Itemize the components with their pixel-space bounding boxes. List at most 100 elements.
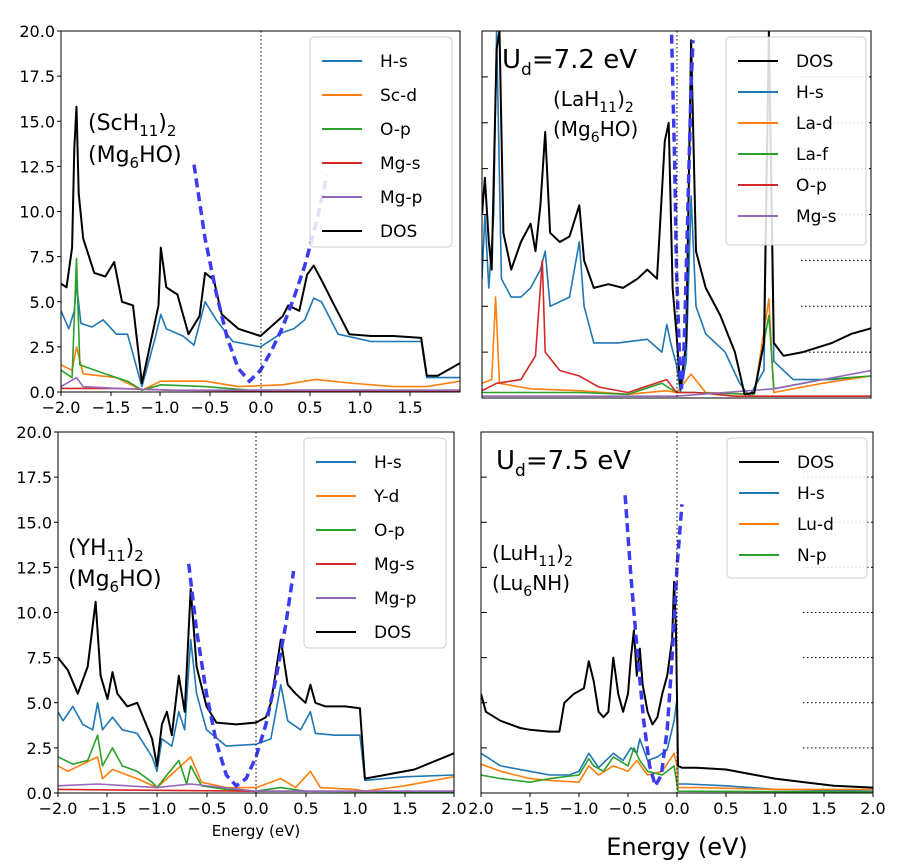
xtick-label: 1.5	[397, 398, 422, 417]
legend-entry: H-s	[374, 453, 402, 473]
legend-entry: N-p	[797, 546, 827, 566]
legend-y: H-s Y-d O-p Mg-s Mg-p DOS	[303, 437, 447, 649]
xlabel-lu: Energy (eV)	[606, 833, 748, 861]
legend-entry: H-s	[796, 83, 824, 103]
ytick-label: 20.0	[16, 423, 52, 442]
legend-entry: DOS	[374, 623, 411, 643]
parabolic-fit-y	[186, 563, 296, 789]
legend-box	[725, 36, 867, 246]
xticks-sc: −2.0 −1.5 −1.0 −0.5 0.0 0.5 1.0 1.5	[42, 392, 423, 417]
series-dos-lu	[481, 580, 873, 789]
parabolic-fit-la	[669, 34, 695, 389]
xtick-label: −1.0	[141, 398, 180, 417]
xtick-label: 1.5	[392, 799, 417, 818]
xlabel-y: Energy (eV)	[212, 822, 300, 840]
legend-entry: O-p	[796, 176, 827, 196]
legend-entry: DOS	[797, 453, 834, 473]
panel-sc: 0.0 2.5 5.0 7.5 10.0 12.5 15.0 17.5 20.0 −2.0 −1.…	[19, 22, 461, 417]
xtick-label: 0.0	[243, 799, 268, 818]
ytick-label: 7.5	[30, 248, 55, 267]
ytick-label: 2.5	[30, 338, 55, 357]
ytick-label: 0.0	[27, 784, 52, 803]
series-h-s-sc	[61, 282, 460, 388]
legend-sc: H-s Sc-d O-p Mg-s Mg-p DOS	[309, 36, 453, 248]
series-dos-la	[482, 31, 871, 396]
ytick-label: 5.0	[30, 293, 55, 312]
ytick-label: 20.0	[19, 22, 55, 41]
yticks-sc: 0.0 2.5 5.0 7.5 10.0 12.5 15.0 17.5 20.0	[19, 22, 61, 402]
xtick-label: −0.5	[609, 799, 648, 818]
legend-box	[309, 36, 453, 248]
xtick-label: 0.5	[293, 799, 318, 818]
series-o-p-la	[482, 259, 871, 398]
plot-area-lu	[481, 495, 873, 793]
xtick-label: 0.5	[297, 398, 322, 417]
xtick-label: −0.5	[188, 799, 227, 818]
panel-lu: 2.0 −1.5 −1.0 −0.5 0.0 0.5 1.0 1.5 2.0 Energy (e…	[468, 431, 886, 861]
plot-area-sc	[61, 105, 460, 392]
ygrid-lu	[481, 476, 873, 749]
ytick-label: 0.0	[30, 383, 55, 402]
label-host-la: (Mg6HO)	[553, 117, 638, 146]
panel-y: 0.0 2.5 5.0 7.5 10.0 12.5 15.0 17.5 20.0 −2.0 −1.…	[16, 423, 466, 840]
panel-la: Ud=7.2 eV (LaH11)2 (Mg6HO) DOS H-s La-d La-…	[481, 30, 872, 399]
ygrid-la	[482, 76, 871, 353]
ytick-label: 17.5	[16, 468, 52, 487]
series-mg-p-y	[58, 783, 454, 793]
xtick-label: −1.5	[511, 799, 550, 818]
legend-entry: La-f	[796, 145, 829, 165]
legend-entry: Mg-s	[374, 555, 415, 575]
xtick-label: −1.0	[560, 799, 599, 818]
yticks-y: 0.0 2.5 5.0 7.5 10.0 12.5 15.0 17.5 20.0	[16, 423, 58, 803]
legend-entry: H-s	[380, 52, 408, 72]
legend-entry: Mg-s	[380, 154, 421, 174]
xtick-label: −2.0	[42, 398, 81, 417]
legend-entry: La-d	[796, 114, 833, 134]
legend-entry: Lu-d	[797, 515, 834, 535]
ytick-label: 15.0	[19, 112, 55, 131]
label-y: (YH11)2	[68, 536, 144, 565]
series-h-s-y	[58, 638, 454, 782]
series-mg-p-sc	[61, 376, 460, 392]
series-h-s-la	[482, 31, 871, 398]
ytick-label: 10.0	[16, 604, 52, 623]
xtick-label: −1.0	[138, 799, 177, 818]
xtick-label: 1.0	[342, 799, 367, 818]
series-lu-d-lu	[481, 752, 873, 791]
legend-entry: DOS	[380, 222, 417, 242]
legend-box	[726, 437, 868, 579]
ytick-label: 17.5	[19, 67, 55, 86]
annotation-lu: Ud=7.5 eV	[496, 446, 631, 481]
legend-entry: Mg-s	[796, 207, 837, 227]
ytick-label: 15.0	[16, 513, 52, 532]
xtick-label: −2.0	[39, 799, 78, 818]
series-n-p-lu	[481, 747, 873, 793]
legend-entry: DOS	[796, 52, 833, 72]
legend-entry: O-p	[380, 120, 411, 140]
plot-area-la	[482, 31, 871, 398]
parabolic-fit-lu	[623, 495, 684, 791]
label-sc: (ScH11)2	[88, 111, 176, 140]
ytick-label: 5.0	[27, 694, 52, 713]
plot-area-y	[58, 563, 454, 793]
xticks-y: −2.0 −1.5 −1.0 −0.5 0.0 0.5 1.0 1.5 2.0	[39, 793, 467, 818]
xtick-label: 0.0	[248, 398, 273, 417]
ytick-label: 12.5	[16, 558, 52, 577]
label-la: (LaH11)2	[553, 87, 634, 116]
legend-lu: DOS H-s Lu-d N-p	[726, 437, 868, 579]
xtick-label: 1.5	[811, 799, 836, 818]
legend-la: DOS H-s La-d La-f O-p Mg-s	[725, 36, 867, 246]
label-host-lu: (Lu6NH)	[492, 571, 570, 600]
legend-entry: Sc-d	[380, 86, 417, 106]
label-host-sc: (Mg6HO)	[88, 143, 182, 172]
series-mg-s-la	[482, 369, 871, 398]
xtick-label: −1.5	[92, 398, 131, 417]
xtick-label: 1.0	[762, 799, 787, 818]
ytick-label: 7.5	[27, 649, 52, 668]
xtick-label: 0.5	[713, 799, 738, 818]
legend-entry: O-p	[374, 521, 405, 541]
annotation-la: Ud=7.2 eV	[502, 45, 637, 80]
legend-entry: H-s	[797, 484, 825, 504]
ytick-label: 2.5	[27, 739, 52, 758]
